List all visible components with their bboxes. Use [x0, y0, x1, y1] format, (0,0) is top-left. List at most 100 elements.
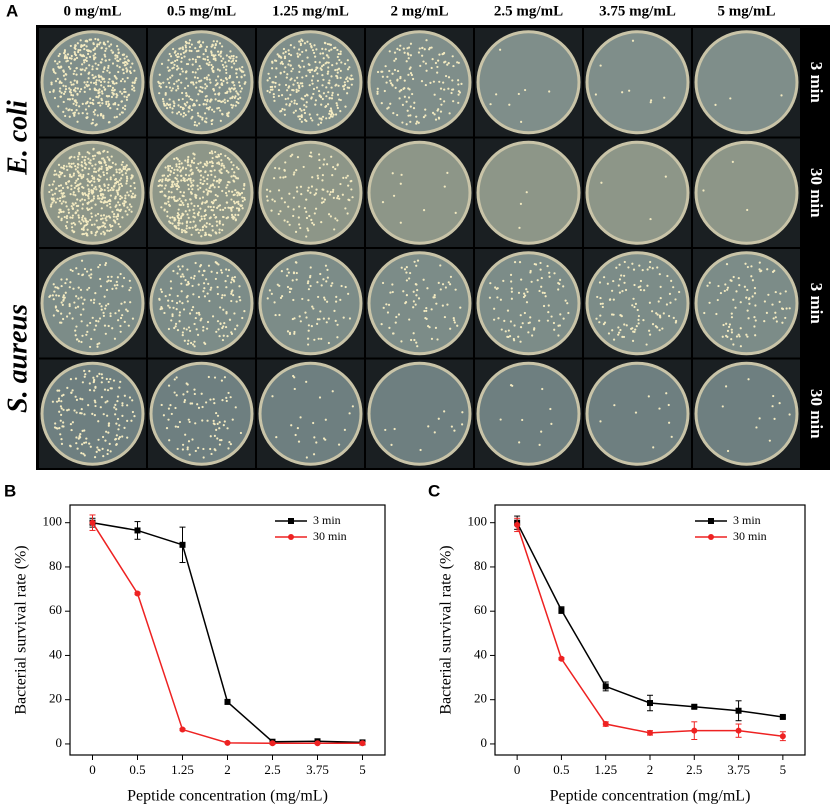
- marker: [89, 519, 96, 526]
- colony: [88, 38, 91, 41]
- colony: [211, 229, 214, 232]
- colony: [219, 119, 222, 122]
- colony: [417, 51, 421, 54]
- colony: [538, 443, 541, 446]
- colony: [339, 69, 342, 72]
- series-line: [91, 522, 363, 745]
- colony: [83, 61, 86, 64]
- colony: [72, 72, 75, 75]
- colony: [185, 92, 188, 95]
- colony: [72, 221, 75, 225]
- colony: [732, 343, 735, 346]
- colony: [108, 442, 111, 446]
- colony: [200, 317, 203, 320]
- colony: [77, 171, 80, 174]
- colony: [210, 67, 214, 70]
- colony: [493, 307, 496, 310]
- colony: [82, 228, 85, 231]
- colony: [198, 103, 201, 107]
- colony: [48, 90, 52, 94]
- colony: [312, 51, 316, 55]
- colony: [179, 217, 183, 220]
- colonies: [160, 375, 243, 459]
- colony: [120, 111, 123, 114]
- colony: [93, 298, 96, 301]
- colony: [659, 285, 662, 289]
- colony: [87, 197, 90, 200]
- colony: [83, 192, 87, 195]
- colony: [60, 189, 63, 192]
- colony: [103, 222, 106, 225]
- colony: [201, 86, 204, 89]
- colony: [172, 47, 175, 51]
- colony: [279, 176, 282, 179]
- colony: [74, 211, 78, 214]
- colony: [77, 158, 80, 161]
- colony: [73, 51, 76, 54]
- colony: [57, 215, 60, 219]
- colony: [347, 184, 350, 187]
- colony: [758, 261, 761, 264]
- colony: [330, 111, 333, 114]
- colony: [238, 295, 241, 299]
- x-tick-label: 0: [89, 762, 96, 777]
- colony: [336, 164, 339, 167]
- colony: [101, 92, 104, 95]
- colony: [68, 87, 71, 90]
- colony: [531, 334, 534, 337]
- colony: [617, 333, 620, 336]
- colony: [63, 55, 67, 59]
- colony: [191, 438, 194, 441]
- colony: [746, 335, 749, 338]
- colony: [296, 76, 299, 79]
- colony: [228, 440, 231, 444]
- colony: [405, 266, 408, 269]
- colony: [546, 319, 550, 322]
- colony: [113, 406, 116, 409]
- colony: [121, 160, 124, 164]
- colony: [327, 213, 331, 216]
- colony: [114, 403, 117, 406]
- agar: [697, 143, 796, 242]
- colony: [176, 447, 179, 451]
- colony: [557, 281, 560, 285]
- colony: [131, 192, 135, 195]
- colony: [208, 299, 211, 303]
- colony: [186, 158, 190, 161]
- colony: [296, 156, 300, 159]
- colony: [446, 171, 449, 174]
- colony: [567, 311, 570, 315]
- colony: [421, 46, 424, 50]
- colony: [52, 69, 55, 72]
- colony: [73, 58, 76, 61]
- colony: [68, 98, 71, 101]
- colony: [82, 308, 85, 311]
- colony: [424, 316, 427, 320]
- colony: [194, 261, 197, 265]
- y-axis-label: Bacterial survival rate (%): [13, 545, 30, 714]
- colony: [75, 184, 78, 188]
- colony: [444, 60, 447, 63]
- colony: [103, 53, 106, 56]
- agar: [588, 364, 687, 463]
- colony: [193, 212, 196, 215]
- colony: [123, 80, 126, 83]
- colony: [334, 217, 337, 220]
- colony: [433, 113, 436, 116]
- colony: [223, 98, 226, 101]
- colony: [527, 321, 530, 325]
- colony: [327, 61, 330, 64]
- colony: [416, 345, 419, 348]
- colony: [600, 181, 603, 184]
- colony: [235, 90, 238, 93]
- colony: [159, 288, 163, 291]
- colony: [74, 47, 77, 51]
- colony: [53, 169, 57, 172]
- colony: [184, 44, 187, 47]
- colony: [123, 301, 126, 304]
- colony: [77, 286, 80, 289]
- colony: [102, 455, 105, 458]
- colony: [655, 312, 658, 315]
- colony: [215, 411, 218, 415]
- colony: [407, 73, 410, 76]
